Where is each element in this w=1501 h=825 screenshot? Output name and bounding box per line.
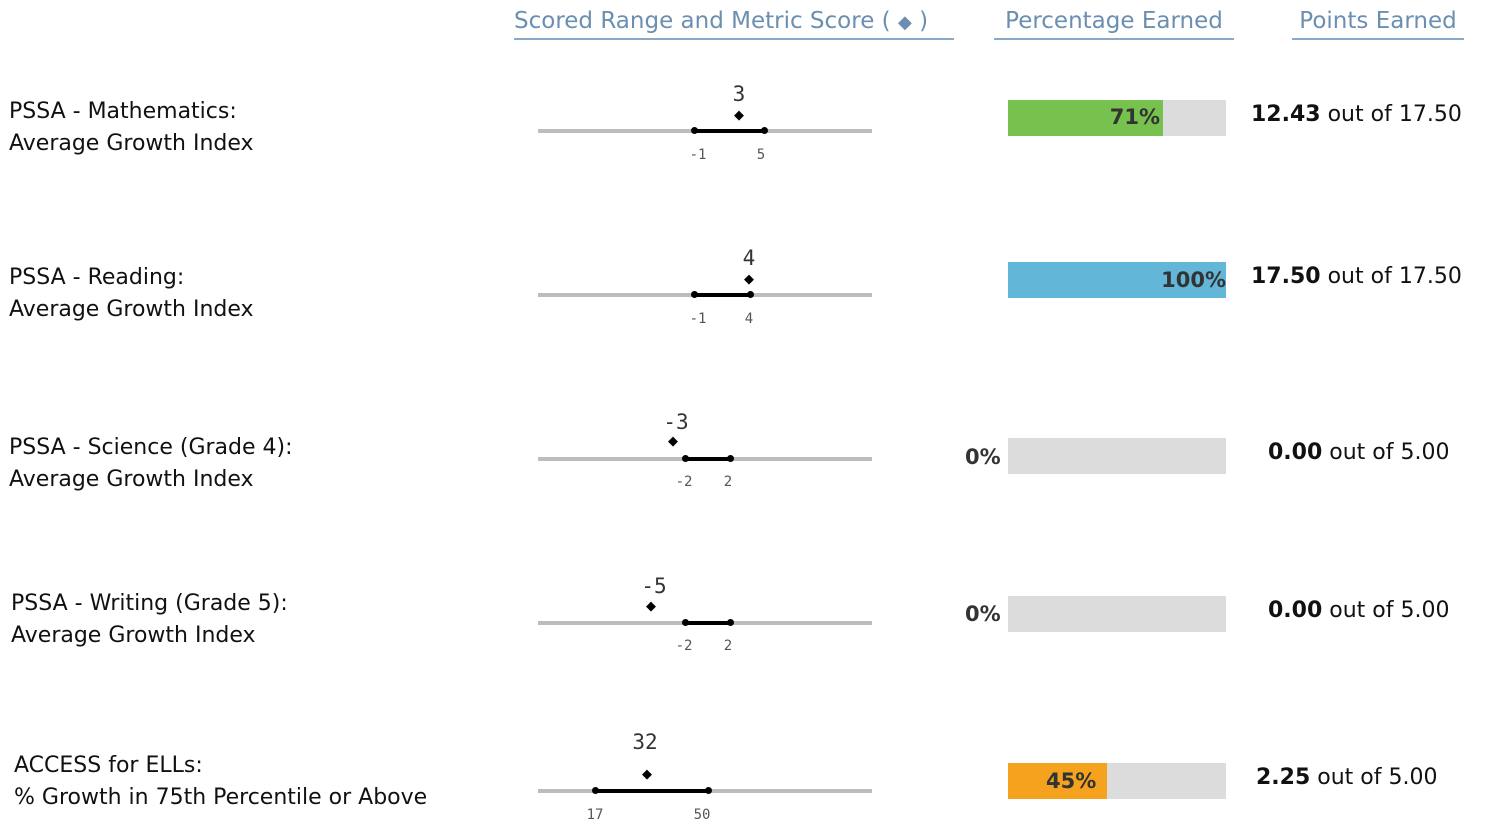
percentage-bar-fill (1008, 100, 1163, 136)
points-earned-value: 12.43 (1251, 102, 1321, 127)
points-max: 17.50 (1398, 264, 1462, 289)
metric-label-line1: PSSA - Reading: (9, 265, 185, 290)
percentage-value: 100% (1161, 268, 1226, 292)
range-high-label: 50 (693, 807, 711, 823)
metric-label-line2: Average Growth Index (9, 467, 254, 492)
percentage-value: 45% (1046, 769, 1097, 793)
points-earned: 0.00 out of 5.00 (1268, 440, 1450, 465)
metric-score-marker-icon: ◆ (734, 108, 744, 123)
metric-label-line1: PSSA - Science (Grade 4): (9, 435, 293, 460)
range-high-endpoint (727, 619, 734, 626)
percentage-bar: 100% (1008, 262, 1226, 298)
metric-label-line1: ACCESS for ELLs: (14, 753, 203, 778)
metric-score-value: 4 (742, 246, 756, 270)
metric-score-marker-icon: ◆ (642, 767, 652, 782)
points-earned: 2.25 out of 5.00 (1256, 765, 1438, 790)
range-low-endpoint (682, 619, 689, 626)
percentage-bar (1008, 438, 1226, 474)
points-max: 5.00 (1400, 440, 1450, 465)
header-points-label: Points Earned (1299, 8, 1457, 34)
metric-label: PSSA - Mathematics: Average Growth Index (9, 96, 254, 160)
points-max: 17.50 (1398, 102, 1462, 127)
range-high-label: 2 (723, 638, 733, 654)
header-paren-close: ) (919, 8, 929, 34)
scored-range-bar (595, 789, 708, 793)
diamond-icon: ◆ (897, 12, 912, 33)
header-scored-range: Scored Range and Metric Score ( ◆ ) (514, 6, 954, 40)
points-earned: 0.00 out of 5.00 (1268, 598, 1450, 623)
range-low-endpoint (592, 787, 599, 794)
points-out-of: out of (1327, 102, 1392, 127)
metric-score-value: 32 (632, 730, 658, 754)
scored-range-bar (685, 621, 730, 625)
scored-range-bar (694, 129, 764, 133)
points-earned-value: 0.00 (1268, 598, 1323, 623)
header-percentage-label: Percentage Earned (1005, 8, 1223, 34)
points-out-of: out of (1317, 765, 1382, 790)
points-earned-value: 2.25 (1256, 765, 1311, 790)
range-low-endpoint (691, 291, 698, 298)
range-high-endpoint (747, 291, 754, 298)
percentage-bar: 45% (1008, 763, 1226, 799)
metric-score-value: -3 (663, 410, 689, 434)
range-high-label: 4 (744, 311, 754, 327)
metric-label: ACCESS for ELLs: % Growth in 75th Percen… (14, 750, 427, 814)
metric-label-line2: % Growth in 75th Percentile or Above (14, 785, 428, 810)
metric-label-line1: PSSA - Mathematics: (9, 99, 237, 124)
percentage-bar-fill (1008, 262, 1226, 298)
percentage-bar (1008, 596, 1226, 632)
scored-range-scale: -3 ◆ -2 2 (538, 410, 872, 500)
metric-label: PSSA - Reading: Average Growth Index (9, 262, 254, 326)
points-earned: 17.50 out of 17.50 (1251, 264, 1462, 289)
range-low-label: 17 (586, 807, 604, 823)
range-high-endpoint (705, 787, 712, 794)
header-points-earned: Points Earned (1292, 6, 1464, 40)
range-high-endpoint (761, 127, 768, 134)
points-max: 5.00 (1400, 598, 1450, 623)
metric-label-line2: Average Growth Index (11, 623, 256, 648)
points-earned-value: 17.50 (1251, 264, 1321, 289)
range-low-label: -1 (689, 147, 707, 163)
range-low-endpoint (682, 455, 689, 462)
points-earned: 12.43 out of 17.50 (1251, 102, 1462, 127)
metric-label: PSSA - Science (Grade 4): Average Growth… (9, 432, 293, 496)
metric-score-value: -5 (641, 574, 667, 598)
header-paren-open: ( (881, 8, 891, 34)
scored-range-scale: 3 ◆ -1 5 (538, 82, 872, 172)
range-high-endpoint (727, 455, 734, 462)
percentage-value: 0% (965, 445, 1001, 469)
scored-range-bar (685, 457, 730, 461)
metric-score-marker-icon: ◆ (744, 272, 754, 287)
points-out-of: out of (1329, 598, 1394, 623)
scored-range-scale: 32 ◆ 17 50 (538, 730, 872, 823)
metric-label-line2: Average Growth Index (9, 131, 254, 156)
points-earned-value: 0.00 (1268, 440, 1323, 465)
range-high-label: 5 (756, 147, 766, 163)
percentage-bar: 71% (1008, 100, 1226, 136)
percentage-bar-fill (1008, 763, 1107, 799)
points-out-of: out of (1329, 440, 1394, 465)
points-max: 5.00 (1388, 765, 1438, 790)
range-low-label: -1 (689, 311, 707, 327)
metric-score-marker-icon: ◆ (646, 599, 656, 614)
metric-label-line1: PSSA - Writing (Grade 5): (11, 591, 288, 616)
metric-label: PSSA - Writing (Grade 5): Average Growth… (11, 588, 288, 652)
header-percentage-earned: Percentage Earned (994, 6, 1234, 40)
range-low-endpoint (691, 127, 698, 134)
scored-range-scale: -5 ◆ -2 2 (538, 574, 872, 664)
percentage-value: 0% (965, 602, 1001, 626)
header-scored-range-label: Scored Range and Metric Score (514, 8, 875, 34)
scored-range-scale: 4 ◆ -1 4 (538, 246, 872, 336)
range-high-label: 2 (723, 474, 733, 490)
range-low-label: -2 (675, 638, 693, 654)
range-low-label: -2 (675, 474, 693, 490)
scored-range-bar (694, 293, 750, 297)
metric-score-value: 3 (732, 82, 746, 106)
metric-score-marker-icon: ◆ (668, 434, 678, 449)
metric-label-line2: Average Growth Index (9, 297, 254, 322)
points-out-of: out of (1327, 264, 1392, 289)
percentage-value: 71% (1109, 105, 1160, 129)
